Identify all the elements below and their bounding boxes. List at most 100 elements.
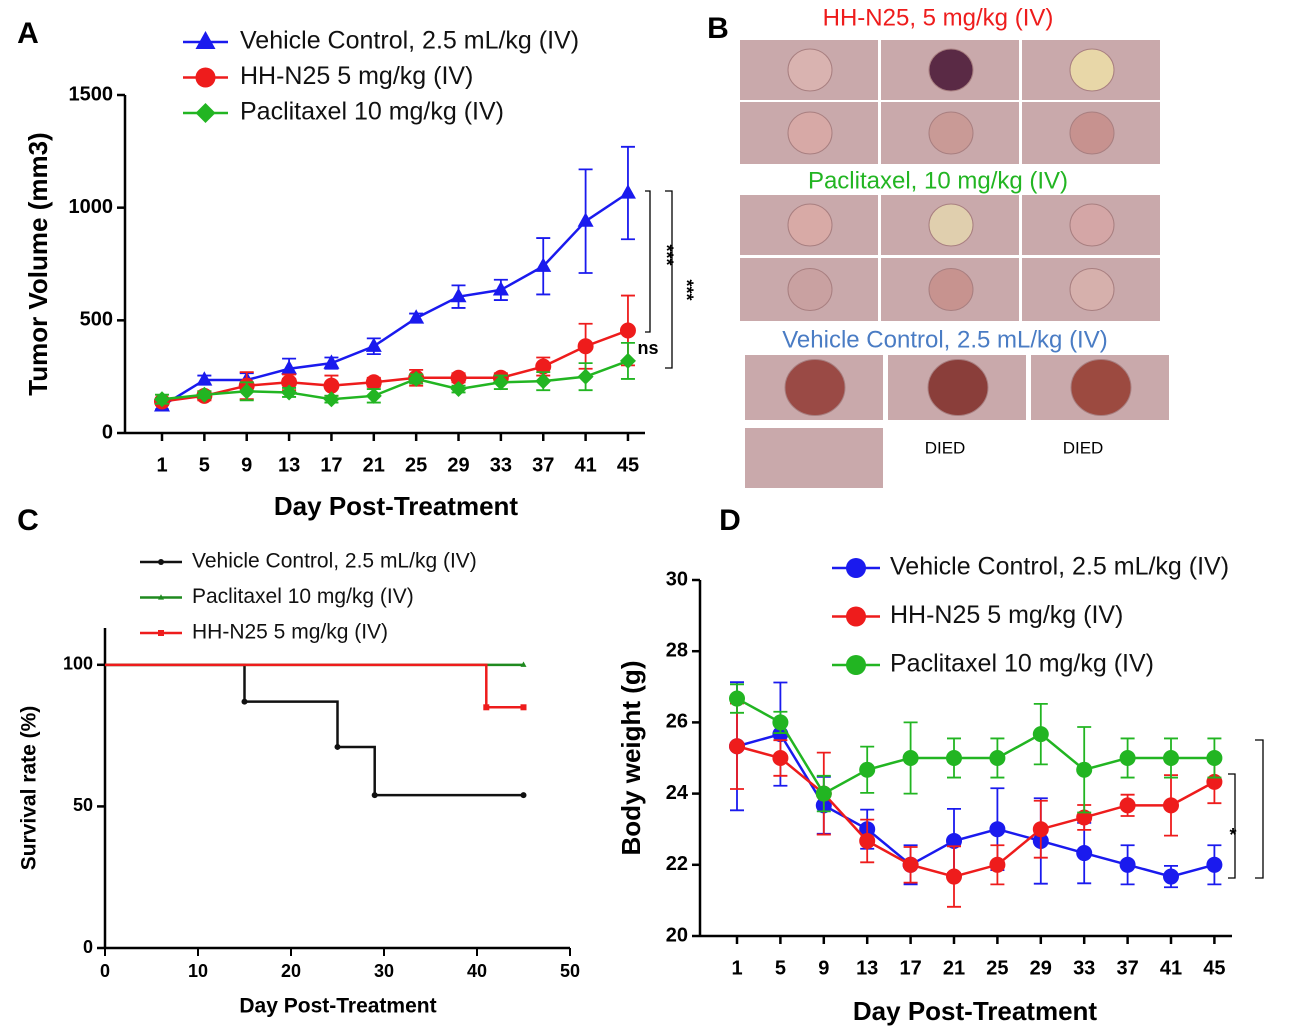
y-tick-label: 100 (63, 654, 93, 674)
marker (535, 358, 552, 375)
marker (1206, 750, 1223, 766)
marker (1076, 809, 1093, 826)
marker (158, 559, 164, 565)
significance-bracket (1228, 773, 1236, 879)
marker (492, 374, 509, 391)
marker (1119, 856, 1136, 873)
marker (815, 785, 832, 802)
marker (483, 704, 490, 711)
marker (902, 856, 919, 873)
y-tick-label: 50 (73, 795, 93, 815)
x-tick-label: 17 (899, 957, 921, 979)
x-tick-label: 0 (100, 961, 110, 981)
x-tick-label: 41 (574, 454, 596, 476)
x-tick-label: 9 (241, 454, 252, 476)
marker (365, 337, 382, 352)
tumor (784, 359, 846, 416)
group-label: Vehicle Control, 2.5 mL/kg (IV) (782, 326, 1107, 353)
tumor (928, 268, 974, 311)
marker (729, 738, 745, 755)
marker (520, 661, 527, 667)
marker (772, 750, 789, 766)
legend-label: Paclitaxel 10 mg/kg (IV) (240, 98, 504, 126)
marker (577, 368, 594, 385)
marker (1163, 797, 1179, 814)
y-axis-label: Survival rate (%) (18, 706, 41, 871)
annotation: * (1229, 825, 1236, 845)
tumor (928, 203, 974, 247)
x-tick-label: 41 (1160, 957, 1182, 979)
x-tick-label: 37 (532, 454, 554, 476)
y-tick-label: 1000 (69, 196, 114, 218)
y-tick-label: 26 (666, 711, 688, 733)
marker (450, 287, 467, 303)
group-label: HH-N25, 5 mg/kg (IV) (823, 4, 1054, 31)
marker (195, 103, 216, 123)
marker (408, 309, 425, 324)
marker (154, 391, 170, 408)
marker (859, 761, 876, 778)
marker (846, 558, 866, 578)
tumor (1070, 359, 1132, 416)
series-line (161, 329, 629, 403)
significance-bracket (645, 190, 651, 333)
marker (281, 384, 298, 401)
marker (619, 352, 636, 369)
x-tick-label: 25 (986, 957, 1008, 979)
marker (323, 377, 340, 394)
series-line (736, 745, 1215, 878)
marker (158, 594, 164, 600)
marker (1119, 750, 1136, 766)
annotation: ns (637, 338, 658, 358)
tumor (1069, 48, 1115, 92)
annotation: *** (676, 279, 696, 300)
x-tick-label: 29 (447, 454, 469, 476)
significance-bracket (665, 190, 673, 369)
marker (281, 374, 298, 391)
legend-label: Vehicle Control, 2.5 mL/kg (IV) (890, 553, 1229, 581)
died-label: DIED (1063, 438, 1104, 457)
x-tick-label: 17 (320, 454, 342, 476)
marker (195, 67, 216, 88)
marker (365, 374, 382, 391)
photo (745, 428, 883, 488)
marker (989, 856, 1006, 873)
tumor (928, 111, 974, 155)
died-label: DIED (925, 438, 966, 457)
y-tick-label: 30 (666, 568, 688, 590)
x-axis-label: Day Post-Treatment (853, 996, 1098, 1026)
y-axis-label: Tumor Volume (mm3) (23, 132, 53, 395)
tumor (787, 48, 833, 92)
x-tick-label: 50 (560, 961, 580, 981)
x-tick-label: 29 (1030, 957, 1052, 979)
x-tick-label: 21 (943, 957, 965, 979)
x-tick-label: 13 (278, 454, 300, 476)
tumor (1069, 268, 1115, 311)
marker (323, 354, 340, 369)
marker (492, 281, 509, 296)
series-line (161, 191, 629, 408)
legend-label: HH-N25 5 mg/kg (IV) (890, 601, 1123, 629)
y-axis-label: Body weight (g) (616, 661, 646, 856)
survival-line (105, 663, 524, 797)
x-tick-label: 5 (775, 957, 786, 979)
marker (1163, 750, 1179, 766)
x-tick-label: 25 (405, 454, 427, 476)
marker (772, 714, 789, 731)
x-tick-label: 45 (1203, 957, 1225, 979)
marker (334, 743, 341, 750)
marker (450, 381, 467, 398)
marker (1076, 761, 1093, 778)
marker (158, 630, 164, 636)
x-tick-label: 9 (818, 957, 829, 979)
marker (577, 338, 594, 355)
y-tick-label: 22 (666, 853, 688, 875)
legend-label: Vehicle Control, 2.5 mL/kg (IV) (192, 550, 477, 573)
panel-letter: D (719, 504, 741, 537)
y-tick-label: 20 (666, 924, 688, 946)
marker (1163, 868, 1179, 885)
x-tick-label: 33 (1073, 957, 1095, 979)
marker (619, 322, 636, 339)
y-tick-label: 500 (80, 309, 113, 331)
